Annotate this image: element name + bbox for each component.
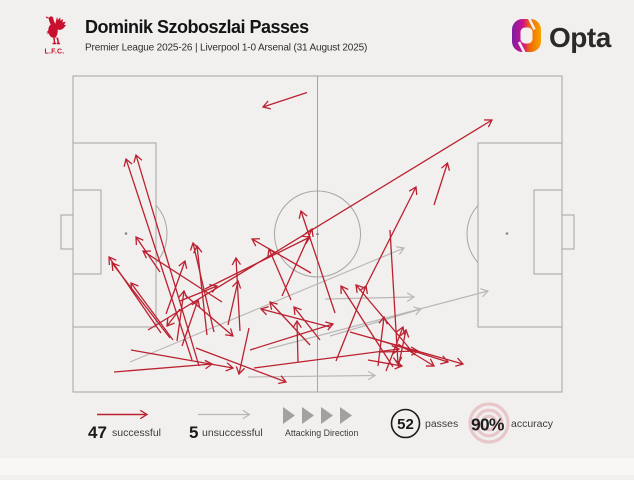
svg-text:47: 47 [88,423,107,442]
svg-text:90%: 90% [471,415,505,435]
svg-text:L.F.C.: L.F.C. [45,49,65,56]
svg-text:52: 52 [397,416,414,433]
svg-text:passes: passes [425,418,458,430]
svg-text:Attacking Direction: Attacking Direction [285,428,358,438]
svg-text:Opta: Opta [549,22,612,53]
svg-text:accuracy: accuracy [511,418,554,430]
svg-text:successful: successful [112,427,161,439]
svg-text:Premier League 2025-26 | Liver: Premier League 2025-26 | Liverpool 1-0 A… [85,43,367,54]
svg-text:Dominik Szoboszlai Passes: Dominik Szoboszlai Passes [85,17,309,37]
svg-text:5: 5 [189,423,198,442]
svg-text:unsuccessful: unsuccessful [202,427,263,439]
